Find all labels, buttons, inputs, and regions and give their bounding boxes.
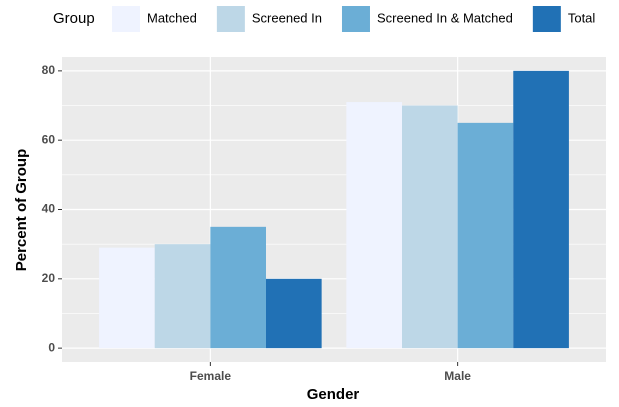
y-tick-label: 80 — [42, 63, 56, 77]
x-tick-label: Female — [190, 369, 232, 383]
legend-key — [216, 6, 245, 32]
legend-label: Screened In — [252, 10, 322, 25]
bar — [210, 226, 266, 349]
legend-label: Total — [568, 10, 596, 25]
y-tick-label: 60 — [42, 132, 56, 146]
bar — [402, 105, 458, 349]
legend-label: Screened In & Matched — [377, 10, 513, 25]
bar — [513, 70, 569, 349]
legend-key — [112, 6, 140, 32]
bar — [266, 278, 322, 349]
x-axis-title: Gender — [307, 386, 360, 403]
y-tick-label: 40 — [42, 202, 56, 216]
bar — [154, 244, 211, 349]
legend-key — [341, 6, 370, 32]
bar — [99, 247, 155, 349]
legend-title: Group — [53, 10, 95, 27]
x-tick-label: Male — [444, 369, 471, 383]
y-tick-label: 20 — [42, 271, 56, 285]
bar — [346, 102, 402, 349]
legend-key — [532, 6, 561, 32]
legend-label: Matched — [147, 10, 197, 25]
bar — [457, 122, 514, 349]
y-axis-title: Percent of Group — [13, 149, 30, 272]
y-tick-label: 0 — [48, 340, 55, 354]
